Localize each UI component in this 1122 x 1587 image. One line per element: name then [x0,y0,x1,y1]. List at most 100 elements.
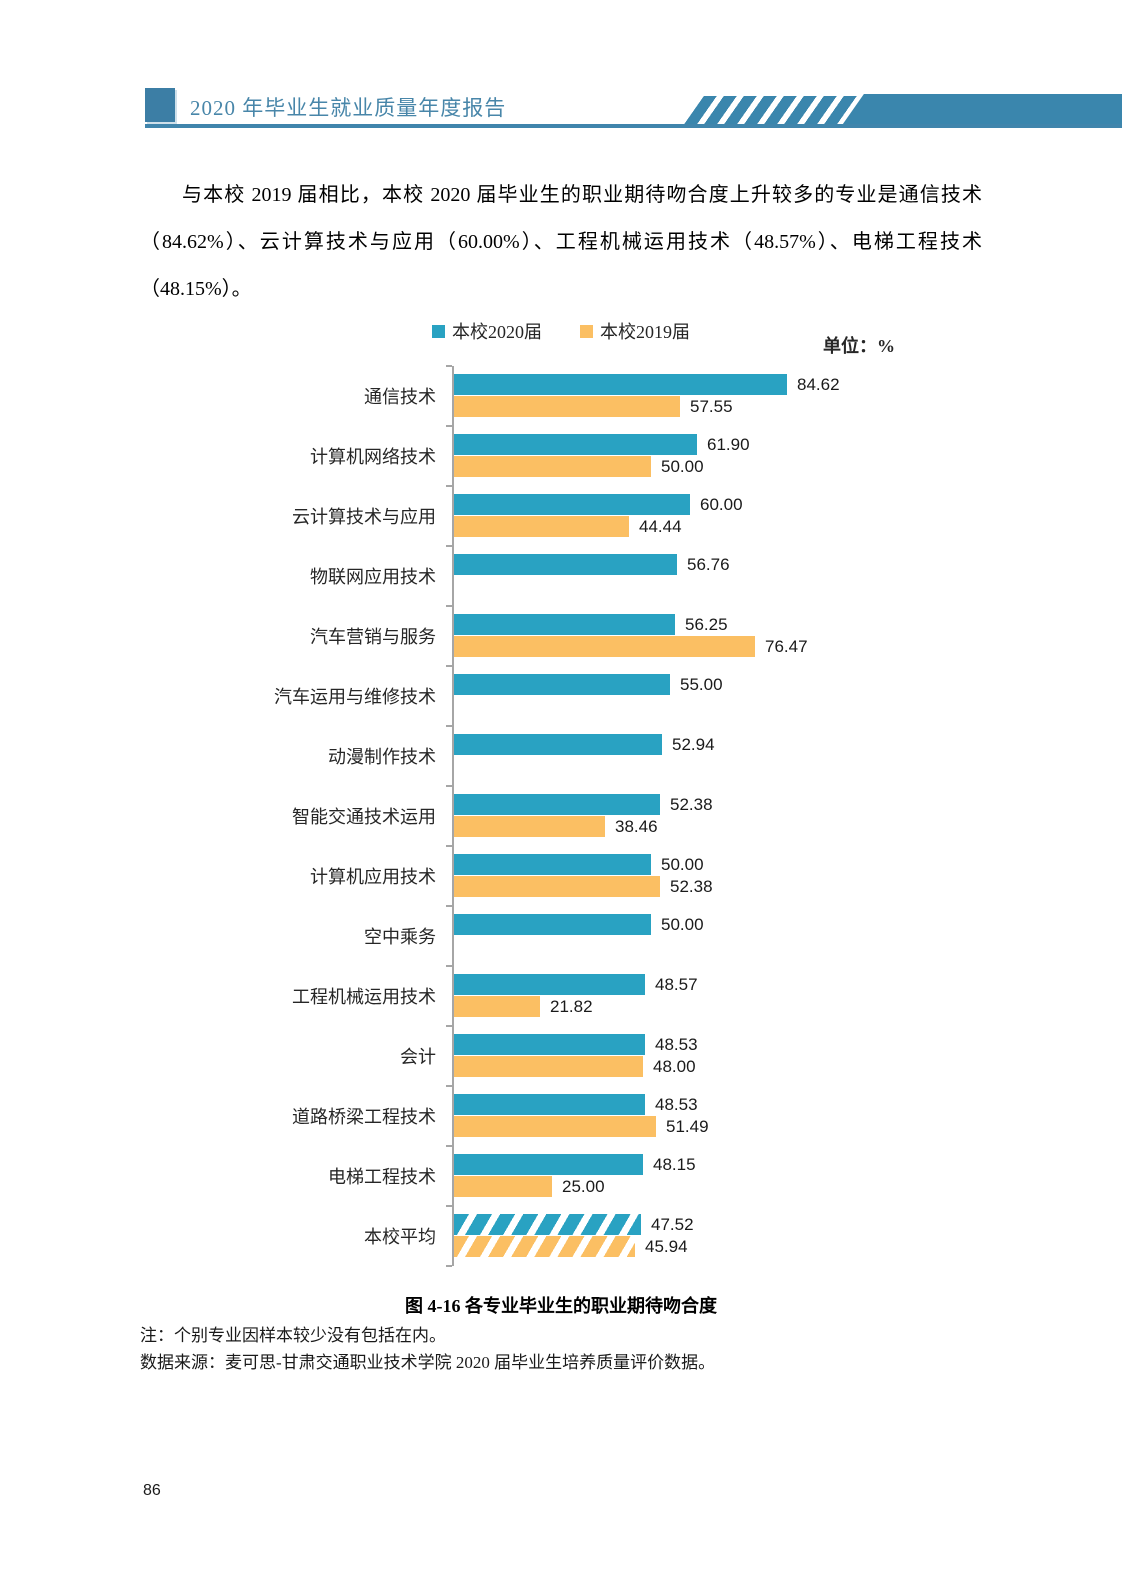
bar-value-label: 56.76 [687,555,730,574]
category-label: 通信技术 [364,387,436,407]
category-label: 电梯工程技术 [328,1167,436,1187]
page-number: 86 [143,1482,161,1499]
note-line-2: 数据来源：麦可思-甘肃交通职业技术学院 2020 届毕业生培养质量评价数据。 [140,1353,716,1372]
bar-value-label: 76.47 [765,637,808,656]
category-bars: 61.90 50.00 [446,425,932,486]
bar-本校2019届 [454,1116,656,1137]
chart-category-row: 空中乘务 50.00 [140,905,932,966]
category-bars: 50.00 52.38 [446,845,932,906]
bar-value-label: 50.00 [661,855,704,874]
category-label: 物联网应用技术 [310,567,436,587]
bar-本校2020届 [454,434,697,455]
bar-本校2020届 [454,1094,645,1115]
bar-本校2020届 [454,494,690,515]
bar-本校2020届 [454,854,651,875]
bar-本校2020届 [454,614,675,635]
category-bars: 47.52 45.94 [446,1205,932,1267]
category-bars: 48.53 51.49 [446,1085,932,1146]
bar-value-label: 60.00 [700,495,743,514]
bar-本校2019届 [454,1056,643,1077]
category-label: 汽车运用与维修技术 [274,687,436,707]
bar-value-label: 44.44 [639,517,682,536]
bar-chart-plot: 通信技术 84.62 57.55 计算机网络技术 61.90 50.00 云计算技术与应用 6… [140,365,932,1267]
bar-value-label: 48.53 [655,1095,698,1114]
bar-本校2020届 [454,1214,641,1235]
chart-category-row: 动漫制作技术 52.94 [140,725,932,786]
bar-本校2019届 [454,516,629,537]
chart-category-row: 物联网应用技术 56.76 [140,545,932,606]
header-band-decoration [840,94,1122,128]
bar-本校2019届 [454,996,540,1017]
page-header: 2020 年毕业生就业质量年度报告 [0,86,1122,132]
bar-value-label: 48.00 [653,1057,696,1076]
category-bars: 52.38 38.46 [446,785,932,846]
chart-category-row: 汽车营销与服务 56.25 76.47 [140,605,932,666]
bar-本校2019届 [454,396,680,417]
bar-value-label: 45.94 [645,1237,688,1256]
bar-value-label: 55.00 [680,675,723,694]
chart-category-row: 汽车运用与维修技术 55.00 [140,665,932,726]
category-bars: 55.00 [446,665,932,726]
bar-value-label: 52.38 [670,877,713,896]
bar-本校2019届 [454,1176,552,1197]
legend-item-2020: 本校2020届 [432,318,542,344]
figure-notes: 注：个别专业因样本较少没有包括在内。 数据来源：麦可思-甘肃交通职业技术学院 2… [140,1322,982,1376]
legend-label-2020: 本校2020届 [452,322,542,342]
bar-本校2019届 [454,456,651,477]
bar-value-label: 52.38 [670,795,713,814]
legend-label-2019: 本校2019届 [600,322,690,342]
category-label: 智能交通技术运用 [292,807,436,827]
bar-本校2020届 [454,794,660,815]
category-label: 计算机网络技术 [310,447,436,467]
legend-swatch-2020-icon [432,324,445,338]
chart-category-row: 智能交通技术运用 52.38 38.46 [140,785,932,846]
report-title: 2020 年毕业生就业质量年度报告 [190,96,507,120]
bar-本校2020届 [454,734,662,755]
chart-category-row: 本校平均 47.52 45.94 [140,1205,932,1267]
category-label: 计算机应用技术 [310,867,436,887]
bar-本校2020届 [454,374,787,395]
category-label: 云计算技术与应用 [292,507,436,527]
legend-swatch-2019-icon [580,324,593,338]
bar-本校2020届 [454,674,670,695]
category-bars: 56.76 [446,545,932,606]
bar-本校2019届 [454,816,605,837]
bar-value-label: 50.00 [661,457,704,476]
category-label: 道路桥梁工程技术 [292,1107,436,1127]
note-line-1: 注：个别专业因样本较少没有包括在内。 [140,1326,446,1345]
legend-item-2019: 本校2019届 [580,318,690,344]
chart-category-row: 计算机应用技术 50.00 52.38 [140,845,932,906]
bar-value-label: 38.46 [615,817,658,836]
bar-value-label: 50.00 [661,915,704,934]
category-bars: 48.53 48.00 [446,1025,932,1086]
bar-value-label: 48.15 [653,1155,696,1174]
bar-value-label: 51.49 [666,1117,709,1136]
category-bars: 52.94 [446,725,932,786]
category-bars: 56.25 76.47 [446,605,932,666]
bar-value-label: 21.82 [550,997,593,1016]
bar-本校2019届 [454,876,660,897]
chart-category-row: 会计 48.53 48.00 [140,1025,932,1086]
bar-本校2020届 [454,974,645,995]
category-label: 本校平均 [364,1227,436,1247]
bar-value-label: 48.53 [655,1035,698,1054]
category-label: 动漫制作技术 [328,747,436,767]
bar-value-label: 84.62 [797,375,840,394]
header-stripes-decoration [684,96,860,124]
bar-value-label: 56.25 [685,615,728,634]
bar-本校2020届 [454,914,651,935]
bar-value-label: 47.52 [651,1215,694,1234]
chart-category-row: 计算机网络技术 61.90 50.00 [140,425,932,486]
category-label: 空中乘务 [364,927,436,947]
figure-caption: 图 4-16 各专业毕业生的职业期待吻合度 [405,1296,717,1316]
bar-本校2019届 [454,1236,635,1257]
bar-value-label: 57.55 [690,397,733,416]
chart-category-row: 工程机械运用技术 48.57 21.82 [140,965,932,1026]
category-label: 工程机械运用技术 [292,987,436,1007]
bar-本校2020届 [454,1034,645,1055]
header-square-decoration [145,88,175,122]
category-bars: 48.57 21.82 [446,965,932,1026]
bar-本校2019届 [454,636,755,657]
category-label: 汽车营销与服务 [310,627,436,647]
chart-category-row: 通信技术 84.62 57.55 [140,365,932,426]
